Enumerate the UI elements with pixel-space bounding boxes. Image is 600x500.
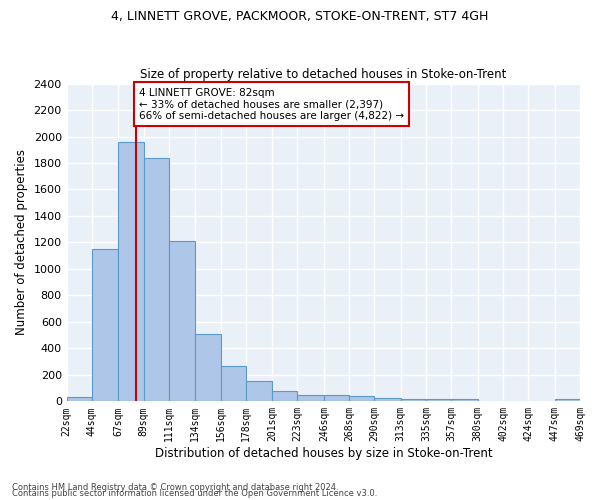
Text: Contains HM Land Registry data © Crown copyright and database right 2024.: Contains HM Land Registry data © Crown c… <box>12 483 338 492</box>
Bar <box>169 241 195 402</box>
Bar <box>67 398 92 402</box>
Bar <box>272 390 298 402</box>
Bar <box>324 396 349 402</box>
Bar <box>246 381 272 402</box>
Text: 4, LINNETT GROVE, PACKMOOR, STOKE-ON-TRENT, ST7 4GH: 4, LINNETT GROVE, PACKMOOR, STOKE-ON-TRE… <box>112 10 488 23</box>
Bar <box>298 394 324 402</box>
Bar <box>118 142 143 402</box>
Bar <box>349 396 374 402</box>
Bar <box>221 366 246 402</box>
Bar <box>195 334 221 402</box>
X-axis label: Distribution of detached houses by size in Stoke-on-Trent: Distribution of detached houses by size … <box>155 447 492 460</box>
Text: Contains public sector information licensed under the Open Government Licence v3: Contains public sector information licen… <box>12 489 377 498</box>
Bar <box>92 249 118 402</box>
Title: Size of property relative to detached houses in Stoke-on-Trent: Size of property relative to detached ho… <box>140 68 506 81</box>
Text: 4 LINNETT GROVE: 82sqm
← 33% of detached houses are smaller (2,397)
66% of semi-: 4 LINNETT GROVE: 82sqm ← 33% of detached… <box>139 88 404 120</box>
Bar <box>401 398 426 402</box>
Bar <box>555 398 580 402</box>
Bar <box>426 400 451 402</box>
Bar <box>374 398 401 402</box>
Y-axis label: Number of detached properties: Number of detached properties <box>15 150 28 336</box>
Bar <box>143 158 169 402</box>
Bar <box>451 399 478 402</box>
